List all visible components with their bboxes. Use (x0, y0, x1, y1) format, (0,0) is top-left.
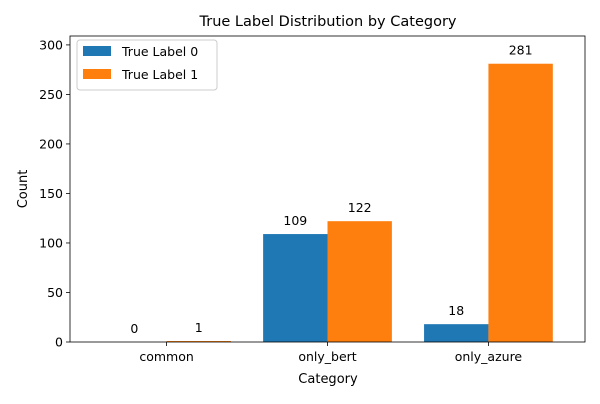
y-tick-label: 150 (39, 186, 63, 201)
y-tick-label: 250 (39, 87, 63, 102)
legend-box (76, 39, 218, 91)
data-label-only-azure-true-label-0: 18 (448, 303, 464, 318)
data-label-only-bert-true-label-0: 109 (283, 213, 307, 228)
y-tick-label: 200 (39, 136, 63, 151)
y-tick-label: 100 (39, 235, 63, 250)
bar-only-azure-true-label-0 (424, 324, 489, 342)
x-axis-label: Category (298, 372, 358, 387)
data-label-only-azure-true-label-1: 281 (509, 43, 533, 58)
bar-only-bert-true-label-0 (263, 234, 328, 342)
x-tick-label-only-bert: only_bert (298, 349, 356, 364)
x-axis: common only_bert only_azure (139, 342, 522, 364)
bars-layer (166, 63, 553, 342)
legend: True Label 0 True Label 1 (76, 39, 218, 91)
chart-title: True Label Distribution by Category (199, 14, 457, 30)
data-label-common-true-label-0: 0 (130, 321, 138, 336)
data-label-only-bert-true-label-1: 122 (348, 200, 372, 215)
y-tick-label: 50 (47, 285, 63, 300)
bar-common-true-label-1 (166, 341, 231, 342)
legend-label-true-label-0: True Label 0 (121, 44, 198, 59)
data-labels-layer: 0 109 18 1 122 281 (130, 43, 532, 336)
bar-only-azure-true-label-1 (488, 63, 553, 342)
x-tick-label-only-azure: only_azure (455, 349, 523, 364)
y-axis-label: Count (16, 170, 31, 209)
legend-label-true-label-1: True Label 1 (121, 67, 198, 82)
legend-swatch-true-label-1 (83, 69, 111, 79)
legend-swatch-true-label-0 (83, 46, 111, 56)
bar-only-bert-true-label-1 (327, 221, 392, 342)
y-tick-label: 0 (55, 335, 63, 350)
y-axis: 0 50 100 150 200 250 300 (39, 37, 70, 350)
plot-frame (69, 35, 586, 343)
data-label-common-true-label-1: 1 (195, 320, 203, 335)
x-tick-label-common: common (139, 349, 193, 364)
y-tick-label: 300 (39, 37, 63, 52)
